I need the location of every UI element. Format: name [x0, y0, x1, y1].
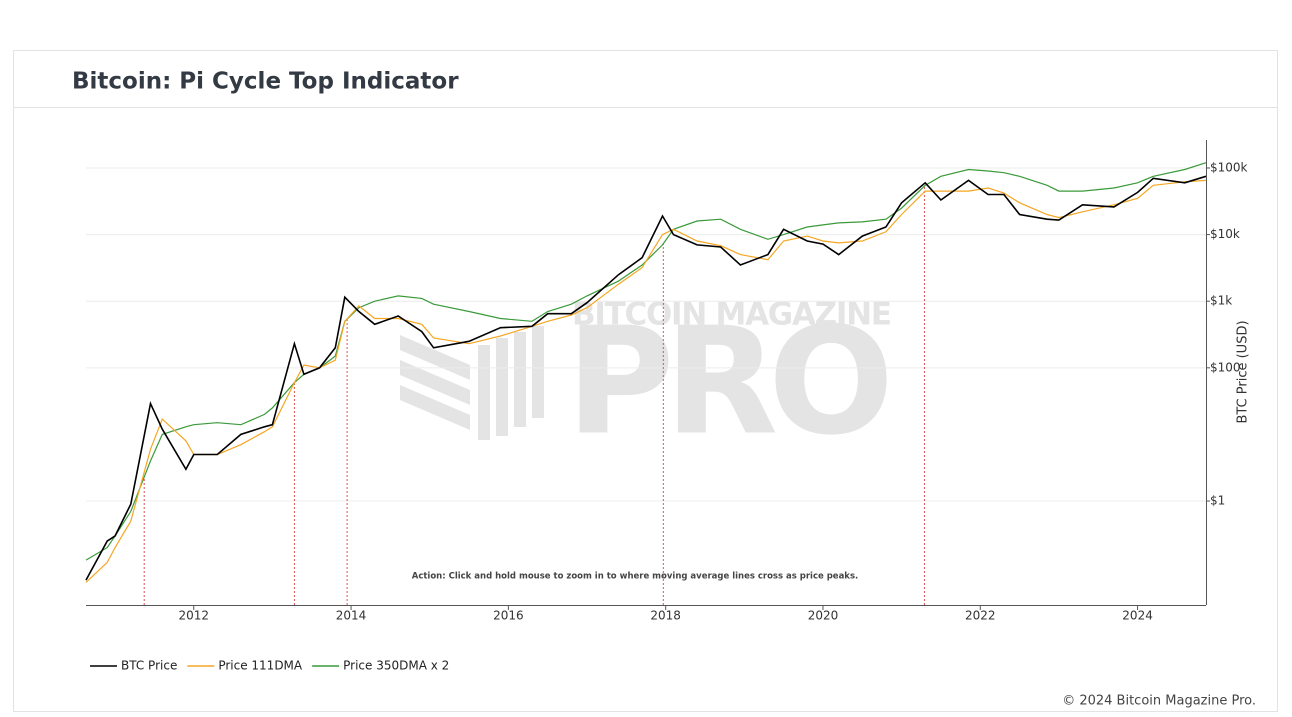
annotation: Action: Click and hold mouse to zoom in …	[412, 572, 859, 582]
x-tick-label: 2012	[178, 609, 209, 623]
x-tick-label: 2022	[965, 609, 996, 623]
watermark-logo	[514, 332, 526, 427]
watermark-logo	[400, 335, 470, 380]
watermark-logo	[532, 326, 544, 418]
x-tick-label: 2014	[336, 609, 367, 623]
y-tick-label: $100k	[1210, 160, 1248, 174]
x-tick-label: 2020	[808, 609, 839, 623]
x-tick-label: 2024	[1122, 609, 1153, 623]
watermark-logo	[400, 360, 470, 405]
y-tick-label: $1	[1210, 494, 1225, 508]
y-tick-label: $100	[1210, 360, 1241, 374]
x-tick-label: 2016	[493, 609, 524, 623]
credit: © 2024 Bitcoin Magazine Pro.	[1062, 694, 1256, 709]
watermark-text: BITCOIN MAGAZINE	[572, 297, 892, 333]
series-line	[85, 179, 1207, 583]
y-axis-label: BTC Price (USD)	[1236, 320, 1251, 423]
watermark-text: PRO	[566, 296, 894, 468]
legend-label: Price 350DMA x 2	[343, 659, 449, 673]
legend-label: BTC Price	[121, 659, 177, 673]
chart-title: Bitcoin: Pi Cycle Top Indicator	[72, 69, 459, 95]
card	[13, 50, 1278, 712]
y-tick-label: $10k	[1210, 227, 1240, 241]
watermark: BITCOIN MAGAZINE PRO	[400, 296, 894, 468]
x-tick-label: 2018	[650, 609, 681, 623]
series-line	[85, 175, 1207, 581]
y-tick-label: $1k	[1210, 294, 1232, 308]
series-line	[85, 162, 1207, 561]
watermark-logo	[478, 345, 490, 440]
legend-label: Price 111DMA	[218, 659, 303, 673]
watermark-logo	[400, 385, 470, 430]
watermark-logo	[496, 338, 508, 436]
